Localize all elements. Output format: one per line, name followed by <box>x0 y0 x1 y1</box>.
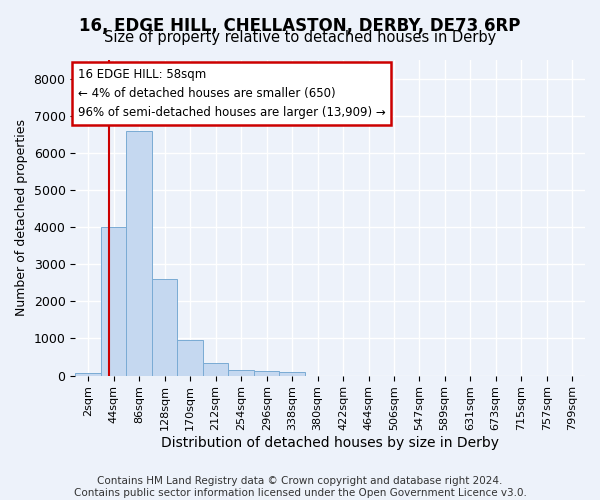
Text: Contains HM Land Registry data © Crown copyright and database right 2024.
Contai: Contains HM Land Registry data © Crown c… <box>74 476 526 498</box>
Text: Size of property relative to detached houses in Derby: Size of property relative to detached ho… <box>104 30 496 45</box>
Bar <box>127 130 152 376</box>
Bar <box>280 372 305 376</box>
X-axis label: Distribution of detached houses by size in Derby: Distribution of detached houses by size … <box>161 436 499 450</box>
Bar <box>101 227 127 376</box>
Text: 16, EDGE HILL, CHELLASTON, DERBY, DE73 6RP: 16, EDGE HILL, CHELLASTON, DERBY, DE73 6… <box>79 18 521 36</box>
Bar <box>152 279 178 376</box>
Bar <box>75 372 101 376</box>
Bar <box>203 364 229 376</box>
Bar <box>254 371 280 376</box>
Bar <box>178 340 203 376</box>
Bar <box>229 370 254 376</box>
Y-axis label: Number of detached properties: Number of detached properties <box>15 120 28 316</box>
Text: 16 EDGE HILL: 58sqm
← 4% of detached houses are smaller (650)
96% of semi-detach: 16 EDGE HILL: 58sqm ← 4% of detached hou… <box>78 68 385 119</box>
